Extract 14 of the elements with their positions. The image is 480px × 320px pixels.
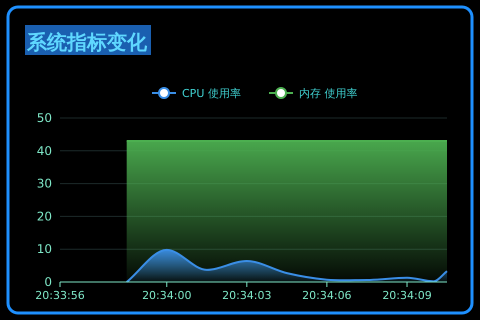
x-tick-label: 20:33:56 (35, 289, 85, 302)
y-tick-label: 0 (44, 275, 52, 289)
y-tick-label: 30 (36, 176, 52, 191)
legend-label: CPU 使用率 (182, 87, 241, 100)
x-tick-label: 20:34:06 (302, 289, 352, 302)
y-tick-label: 20 (36, 209, 52, 224)
chart-title: 系统指标变化 (26, 30, 148, 54)
y-tick-label: 40 (36, 144, 52, 158)
legend-label: 内存 使用率 (299, 87, 358, 100)
x-tick-label: 20:34:00 (142, 289, 192, 302)
x-tick-label: 20:34:03 (222, 289, 272, 302)
y-tick-label: 50 (36, 111, 52, 125)
x-tick-label: 20:34:09 (382, 289, 432, 302)
y-tick-label: 10 (36, 242, 52, 256)
